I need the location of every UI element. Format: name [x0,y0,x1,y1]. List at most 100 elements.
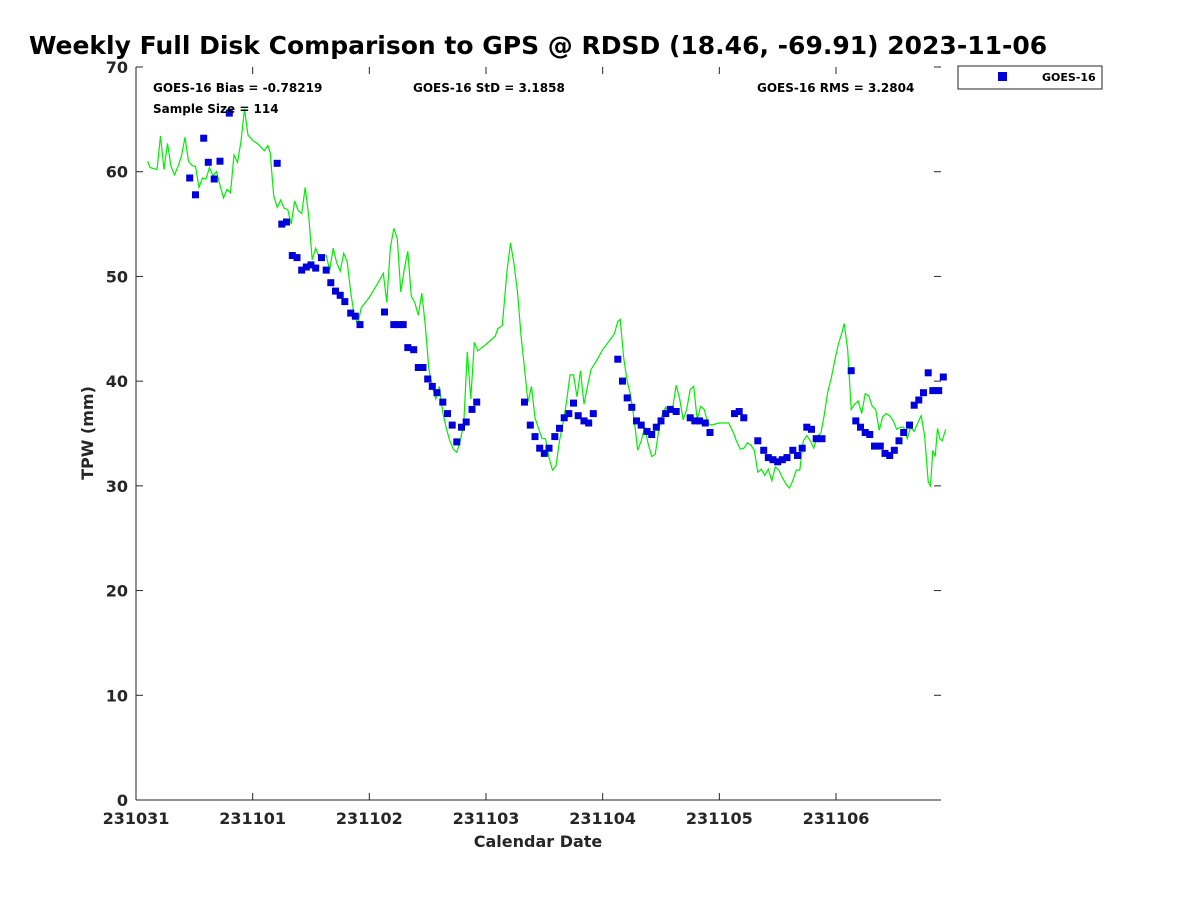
goes-16-point [458,423,465,431]
goes-16-point [628,403,636,411]
goes-16-point [939,373,947,381]
x-axis-label: Calendar Date [474,832,603,851]
sample-size-stat: Sample Size = 114 [153,102,279,116]
goes-16-point [210,175,218,183]
goes-16-point [910,401,918,409]
goes-16-point [886,452,894,459]
goes-16-point [614,355,622,363]
goes-16-point [900,429,908,436]
goes-16-point [920,389,927,397]
goes-16-point [783,454,791,462]
goes-16-point [298,266,306,274]
goes-16-point [192,191,199,199]
goes-16-point [643,427,651,435]
goes-16-point [570,399,577,407]
goes-16-point [764,454,772,462]
y-tick-label: 20 [106,582,128,601]
goes-16-point [302,263,310,271]
goes-16-point [327,279,335,287]
goes-16-point [439,398,447,406]
x-tick-label: 231106 [803,809,870,828]
goes-16-point [521,398,528,406]
goes-16-point [433,389,441,397]
y-tick-label: 40 [106,372,128,391]
goes-16-point [556,424,563,432]
goes-16-point [462,418,470,426]
goes-16-point [803,423,811,431]
legend: GOES-16 [957,65,1103,90]
y-tick-label: 10 [106,686,128,705]
goes-16-point [293,254,301,262]
goes-16-point [701,419,709,427]
goes-16-point [798,444,806,452]
goes-16-point [318,254,325,262]
goes-16-point [540,449,548,457]
goes-16-point [395,321,402,329]
goes-16-point [789,446,797,454]
goes-16-point [769,456,777,464]
goes-16-point [589,410,597,418]
goes-16-point [424,375,432,383]
goes-16-point [278,220,286,228]
goes-16-point [585,419,593,427]
goes-16-point [852,417,860,425]
y-ticks: 0 10 20 30 40 50 60 70 [106,58,941,810]
goes-16-point [657,417,665,425]
goes-16-point [861,429,869,436]
legend-label-goes-16: GOES-16 [1042,71,1096,84]
goes-16-point [735,408,743,415]
y-tick-label: 50 [106,267,128,286]
y-axis-label: TPW (mm) [78,386,97,480]
y-tick-label: 0 [117,791,128,810]
goes-16-point [351,312,359,320]
goes-16-point [526,421,534,429]
goes-16-point [410,346,418,354]
goes-16-point [332,287,339,295]
goes-16-point [453,438,461,446]
goes-16-point [574,412,582,420]
goes-16-point [915,396,923,404]
axes [135,67,941,801]
goes-16-point [312,264,320,272]
rms-stat: GOES-16 RMS = 3.2804 [757,81,914,95]
goes-16-point [288,252,296,259]
goes-16-point [847,367,855,375]
legend-box [957,65,1103,90]
x-tick-label: 231105 [686,809,753,828]
goes-16-point [662,410,670,418]
goes-16-point [419,364,427,371]
goes-16-point [341,298,349,306]
goes-16-point [565,410,573,418]
goes-16-point [924,369,932,377]
goes-16-point [696,417,703,425]
goes-16-point [619,377,626,385]
goes-16-point [754,437,762,445]
goes-16-point [652,423,660,431]
goes-16-point [818,435,826,443]
goes-16-point [444,410,451,418]
x-tick-label: 231101 [219,809,286,828]
x-tick-label: 231103 [453,809,520,828]
goes-16-point [186,174,194,182]
goes-16-point [890,446,898,454]
goes-16-point [347,309,355,317]
goes-16-point [691,417,699,425]
goes-16-point [686,414,694,422]
goes-16-point [633,417,640,425]
goes-16-point [216,157,224,165]
goes-16-point [531,433,539,441]
goes-16-point [906,421,913,429]
gps-series [147,108,947,490]
goes-16-point [794,452,801,459]
goes-16-point [536,444,544,452]
goes-16-point [876,442,884,450]
std-stat: GOES-16 StD = 3.1858 [413,81,565,95]
goes-16-series [186,109,947,466]
goes-16-point [468,405,476,413]
goes-16-point [404,344,412,352]
legend-marker-goes-16 [998,72,1007,81]
goes-16-point [307,261,315,269]
x-tick-label: 231031 [103,809,170,828]
goes-16-point [740,414,748,422]
goes-16-point [935,387,943,395]
